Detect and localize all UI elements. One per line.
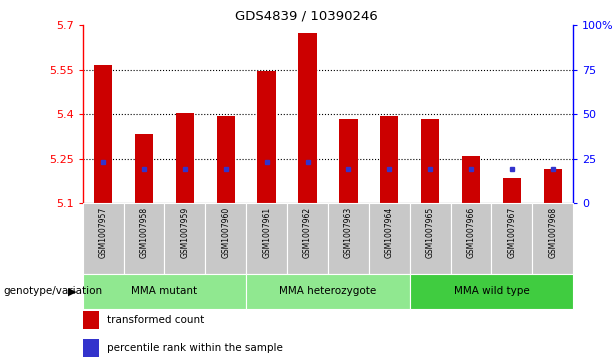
Bar — [492, 203, 532, 274]
Text: GSM1007960: GSM1007960 — [221, 207, 230, 258]
Bar — [124, 203, 164, 274]
Bar — [299, 33, 317, 203]
Bar — [380, 116, 398, 203]
Bar — [544, 169, 562, 203]
Bar — [83, 203, 124, 274]
Bar — [94, 65, 112, 203]
Bar — [369, 203, 409, 274]
Text: MMA heterozygote: MMA heterozygote — [280, 286, 376, 296]
Text: GSM1007959: GSM1007959 — [180, 207, 189, 258]
Bar — [421, 119, 440, 203]
Bar — [451, 203, 492, 274]
Bar — [216, 116, 235, 203]
Text: GSM1007967: GSM1007967 — [508, 207, 516, 258]
Bar — [246, 274, 409, 309]
Bar — [532, 203, 573, 274]
Text: GSM1007965: GSM1007965 — [425, 207, 435, 258]
Text: GSM1007958: GSM1007958 — [140, 207, 148, 258]
Bar — [462, 156, 480, 203]
Text: GSM1007957: GSM1007957 — [99, 207, 108, 258]
Text: GSM1007961: GSM1007961 — [262, 207, 271, 258]
Bar — [164, 203, 205, 274]
Bar — [205, 203, 246, 274]
Bar — [339, 119, 357, 203]
Text: transformed count: transformed count — [107, 315, 204, 325]
Text: GSM1007968: GSM1007968 — [548, 207, 557, 258]
Text: MMA mutant: MMA mutant — [131, 286, 197, 296]
Bar — [328, 203, 369, 274]
Bar — [409, 203, 451, 274]
Bar — [287, 203, 328, 274]
Bar — [257, 72, 276, 203]
Text: GDS4839 / 10390246: GDS4839 / 10390246 — [235, 9, 378, 22]
Bar — [409, 274, 573, 309]
Bar — [83, 311, 99, 329]
Text: GSM1007964: GSM1007964 — [385, 207, 394, 258]
Bar — [176, 113, 194, 203]
Bar — [135, 134, 153, 203]
Bar — [246, 203, 287, 274]
Text: MMA wild type: MMA wild type — [454, 286, 529, 296]
Text: percentile rank within the sample: percentile rank within the sample — [107, 343, 283, 353]
Bar — [83, 274, 246, 309]
Text: GSM1007966: GSM1007966 — [466, 207, 476, 258]
Text: GSM1007962: GSM1007962 — [303, 207, 312, 258]
Text: genotype/variation: genotype/variation — [3, 286, 102, 296]
Bar — [83, 339, 99, 357]
Bar — [503, 178, 521, 203]
Text: ▶: ▶ — [68, 286, 77, 296]
Text: GSM1007963: GSM1007963 — [344, 207, 353, 258]
